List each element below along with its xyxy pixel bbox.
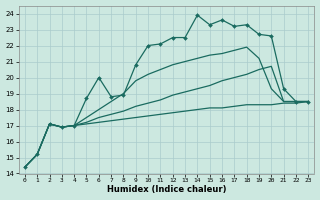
X-axis label: Humidex (Indice chaleur): Humidex (Indice chaleur) xyxy=(107,185,226,194)
